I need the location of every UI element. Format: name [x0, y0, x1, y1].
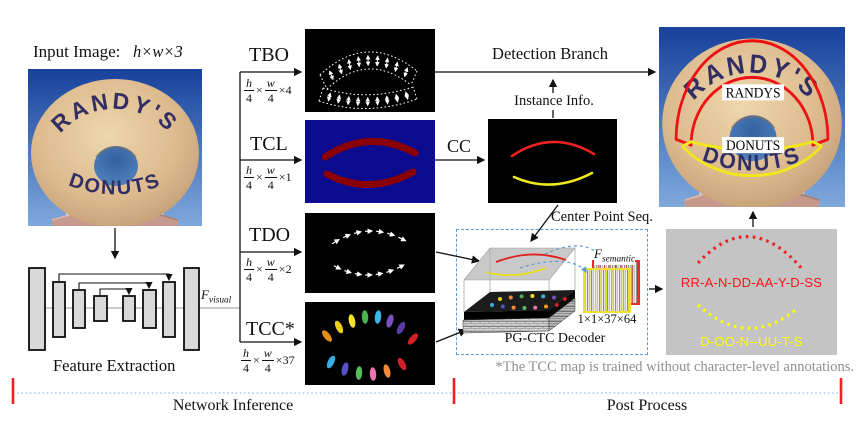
- instance-map: [488, 119, 617, 203]
- input-image-label: Input Image:: [33, 42, 121, 61]
- phase-post-process: Post Process: [606, 397, 688, 414]
- tbo-map: [305, 29, 435, 112]
- f-semantic-panel-front: [583, 268, 631, 313]
- output-photo: RANDY'S DONUTS RANDYS DONUTS: [659, 27, 845, 209]
- result-text-top: RR-A-N-DD-AA-Y-D-SS: [680, 275, 823, 290]
- branch-label-tdo: TDO: [249, 224, 291, 246]
- tcl-map: [305, 120, 435, 203]
- svg-text:RANDYS: RANDYS: [726, 85, 781, 101]
- branch-label-tcc: TCC*: [246, 318, 295, 340]
- pg-ctc-decoder-label: PG-CTC Decoder: [504, 331, 606, 346]
- recognition-result-panel: [666, 229, 837, 355]
- input-dims-label: h×w×3: [133, 42, 183, 61]
- branch-label-tbo: TBO: [249, 44, 289, 66]
- feature-extraction-label: Feature Extraction: [53, 356, 176, 375]
- cc-label: CC: [447, 136, 472, 156]
- instance-info-label: Instance Info.: [508, 93, 600, 110]
- f-semantic-label: Fsemantic: [594, 246, 636, 265]
- tdo-map: [305, 213, 435, 293]
- f-visual-label: Fvisual: [201, 287, 232, 306]
- input-photo: RANDY'S DONUTS: [28, 69, 202, 227]
- phase-network-inference: Network Inference: [172, 397, 294, 414]
- center-point-seq-label: Center Point Seq.: [551, 209, 653, 225]
- f-semantic-dims-label: 1×1×37×64: [577, 312, 637, 326]
- result-text-bottom: D-OO-N--UU-T-S: [700, 334, 803, 349]
- branch-label-tcl: TCL: [250, 133, 288, 155]
- detection-branch-label: Detection Branch: [492, 44, 608, 63]
- footnote: *The TCC map is trained without characte…: [495, 359, 854, 375]
- svg-text:DONUTS: DONUTS: [726, 138, 780, 154]
- tcc-map: [305, 302, 435, 385]
